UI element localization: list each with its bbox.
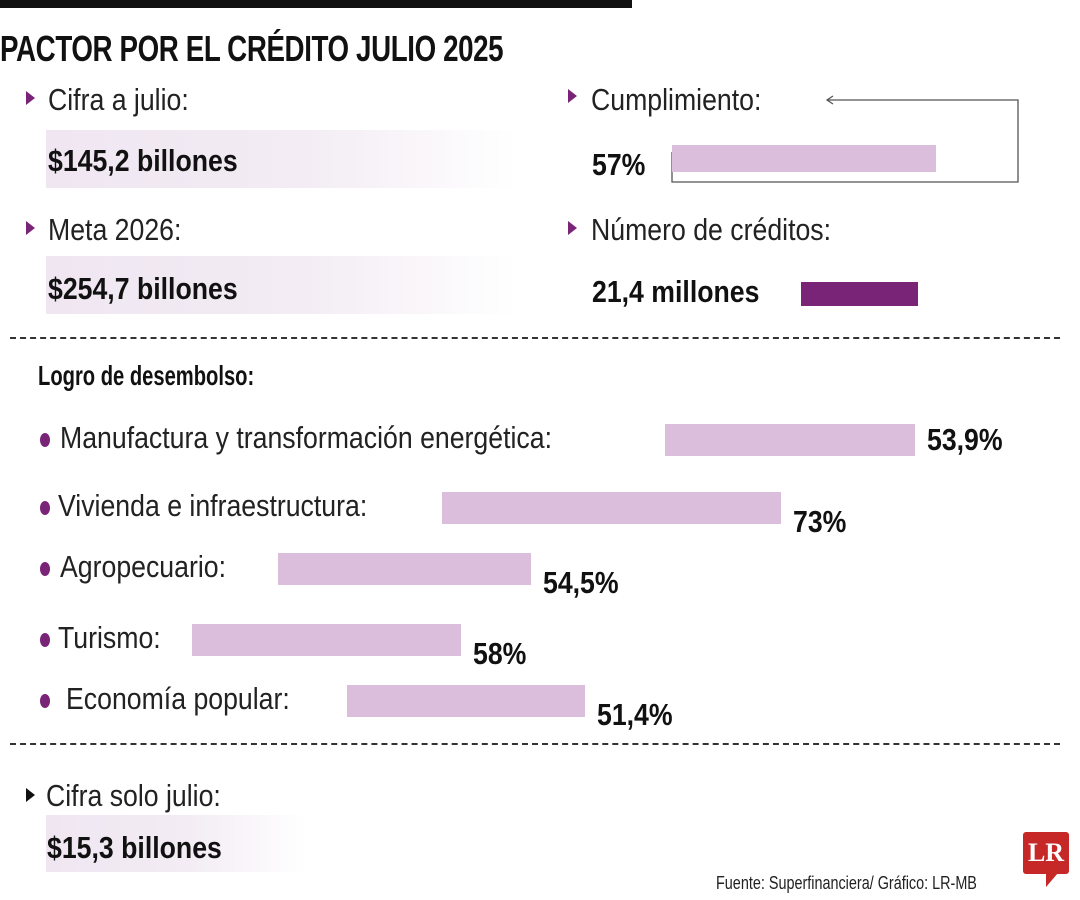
bullet-dot-icon <box>40 694 50 708</box>
cumplimiento-value: 57% <box>592 147 646 182</box>
numero-creditos-value: 21,4 millones <box>592 274 760 309</box>
value-label: 54,5% <box>542 565 619 600</box>
dashed-divider <box>10 743 1060 745</box>
value-shade <box>46 130 516 188</box>
page-title: PACTOR POR EL CRÉDITO JULIO 2025 <box>0 28 504 69</box>
cumplimiento-label: Cumplimiento: <box>591 82 762 117</box>
value-shade <box>46 815 306 872</box>
meta-2026-label: Meta 2026: <box>48 212 182 247</box>
bar-1 <box>442 492 781 524</box>
creditos-bar <box>801 282 918 306</box>
top-rule <box>0 0 632 8</box>
dashed-divider <box>10 337 1060 339</box>
bar-0 <box>665 424 916 456</box>
value-label: 73% <box>792 504 847 539</box>
triangle-bullet-icon <box>568 89 577 103</box>
lr-logo: LR <box>1023 832 1069 874</box>
bar-3 <box>192 624 462 656</box>
category-label: Economía popular: <box>66 681 290 716</box>
numero-creditos-label: Número de créditos: <box>591 212 832 247</box>
logo-tail <box>1046 873 1058 887</box>
value-shade <box>46 256 516 314</box>
triangle-bullet-icon <box>568 221 577 235</box>
triangle-bullet-icon <box>26 221 35 235</box>
meta-2026-value: $254,7 billones <box>48 271 238 306</box>
section-title: Logro de desembolso: <box>38 360 255 391</box>
value-label: 58% <box>473 636 527 671</box>
cifra-julio-label: Cifra a julio: <box>48 82 189 117</box>
source-note: Fuente: Superfinanciera/ Gráfico: LR-MB <box>716 873 977 893</box>
bullet-dot-icon <box>40 501 50 515</box>
category-label: Agropecuario: <box>60 549 226 584</box>
connector-arrow-icon <box>671 95 1019 183</box>
cifra-julio-value: $145,2 billones <box>48 143 238 178</box>
value-label: 53,9% <box>927 422 1003 457</box>
bar-2 <box>278 553 531 585</box>
category-label: Manufactura y transformación energética: <box>60 420 552 455</box>
cumplimiento-bar <box>672 145 937 172</box>
category-label: Vivienda e infraestructura: <box>58 488 368 523</box>
cifra-solo-julio-value: $15,3 billones <box>47 830 222 865</box>
value-label: 51,4% <box>597 697 674 732</box>
cifra-solo-julio-label: Cifra solo julio: <box>46 778 221 813</box>
triangle-bullet-icon <box>26 788 35 802</box>
bullet-dot-icon <box>40 562 50 576</box>
bullet-dot-icon <box>40 633 50 647</box>
triangle-bullet-icon <box>26 91 35 105</box>
category-label: Turismo: <box>58 620 161 655</box>
bar-4 <box>347 685 586 717</box>
bullet-dot-icon <box>40 433 50 447</box>
